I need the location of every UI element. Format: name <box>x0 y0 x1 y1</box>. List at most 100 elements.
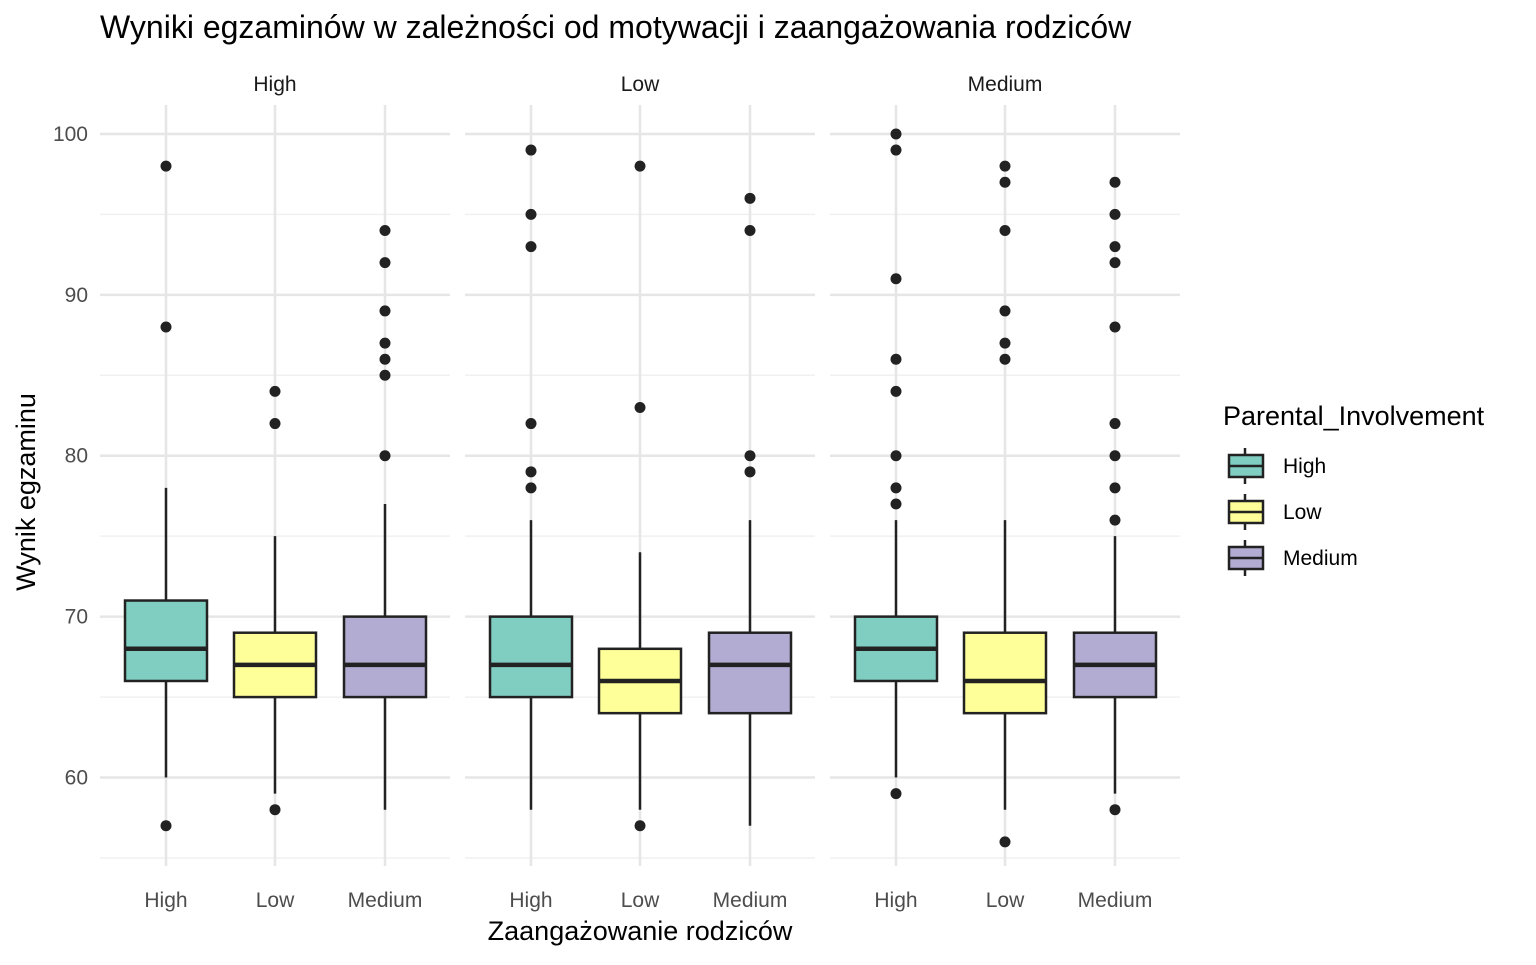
outlier-point <box>269 385 281 397</box>
outlier-point <box>379 369 391 381</box>
x-tick-label: High <box>874 889 917 912</box>
x-tick-label: Low <box>986 889 1025 912</box>
outlier-point <box>1109 176 1121 188</box>
x-tick-label: High <box>144 889 187 912</box>
facet-strip-label: Low <box>621 73 660 96</box>
outlier-point <box>525 418 537 430</box>
outlier-point <box>890 498 902 510</box>
y-axis-title: Wynik egzaminu <box>11 393 41 591</box>
facet-panel: High High Low Medium <box>100 73 450 912</box>
facet-strip-label: High <box>253 73 296 96</box>
outlier-point <box>379 257 391 269</box>
outlier-point <box>525 466 537 478</box>
outlier-point <box>999 836 1011 848</box>
chart-title: Wyniki egzaminów w zależności od motywac… <box>100 9 1132 45</box>
outlier-point <box>744 192 756 204</box>
y-tick-label: 90 <box>65 284 88 307</box>
outlier-point <box>634 820 646 832</box>
legend-label: Medium <box>1283 547 1358 570</box>
x-tick-label: Low <box>256 889 295 912</box>
outlier-point <box>999 353 1011 365</box>
box-low <box>232 385 318 816</box>
outlier-point <box>999 337 1011 349</box>
outlier-point <box>379 353 391 365</box>
outlier-point <box>890 450 902 462</box>
outlier-point <box>890 788 902 800</box>
outlier-point <box>160 160 172 172</box>
outlier-point <box>744 466 756 478</box>
box-body <box>488 615 574 699</box>
outlier-point <box>525 241 537 253</box>
outlier-point <box>1109 241 1121 253</box>
outlier-point <box>890 144 902 156</box>
outlier-point <box>890 273 902 285</box>
outlier-point <box>999 305 1011 317</box>
box-high <box>853 128 939 800</box>
box-high <box>488 144 574 810</box>
legend-label: Low <box>1283 501 1322 524</box>
box-low <box>962 160 1048 848</box>
x-tick-label: Medium <box>1078 889 1153 912</box>
outlier-point <box>1109 257 1121 269</box>
outlier-point <box>1109 418 1121 430</box>
outlier-point <box>160 820 172 832</box>
outlier-point <box>160 321 172 333</box>
outlier-point <box>1109 804 1121 816</box>
legend-label: High <box>1283 455 1326 478</box>
outlier-point <box>525 144 537 156</box>
outlier-point <box>744 224 756 236</box>
box-body <box>342 615 428 699</box>
y-tick-label: 70 <box>65 606 88 629</box>
legend-key-medium <box>1227 540 1265 576</box>
outlier-point <box>525 482 537 494</box>
box-high <box>123 160 209 832</box>
box-body <box>707 631 793 715</box>
outlier-point <box>1109 450 1121 462</box>
legend-key-high <box>1227 448 1265 484</box>
outlier-point <box>379 337 391 349</box>
box-medium <box>342 224 428 810</box>
box-medium <box>1072 176 1158 816</box>
outlier-point <box>379 224 391 236</box>
outlier-point <box>744 450 756 462</box>
outlier-point <box>269 418 281 430</box>
x-tick-label: High <box>509 889 552 912</box>
facet-panel: Medium High Low Medium <box>830 73 1180 912</box>
outlier-point <box>1109 514 1121 526</box>
box-body <box>123 599 209 683</box>
legend-key-low <box>1227 494 1265 530</box>
outlier-point <box>379 305 391 317</box>
outlier-point <box>999 176 1011 188</box>
outlier-point <box>890 128 902 140</box>
outlier-point <box>999 160 1011 172</box>
legend: Parental_Involvement High Low Medium <box>1223 401 1485 576</box>
outlier-point <box>379 450 391 462</box>
outlier-point <box>1109 482 1121 494</box>
x-axis-title: Zaangażowanie rodziców <box>488 916 793 946</box>
outlier-point <box>1109 321 1121 333</box>
outlier-point <box>890 482 902 494</box>
x-tick-label: Medium <box>713 889 788 912</box>
outlier-point <box>999 224 1011 236</box>
outlier-point <box>1109 208 1121 220</box>
outlier-point <box>269 804 281 816</box>
box-body <box>962 631 1048 715</box>
box-low <box>597 160 683 832</box>
outlier-point <box>525 208 537 220</box>
box-medium <box>707 192 793 826</box>
x-tick-label: Medium <box>348 889 423 912</box>
legend-title: Parental_Involvement <box>1223 401 1485 431</box>
facet-strip-label: Medium <box>968 73 1043 96</box>
y-tick-label: 100 <box>53 123 88 146</box>
outlier-point <box>890 353 902 365</box>
outlier-point <box>634 401 646 413</box>
facet-panel: Low High Low Medium <box>465 73 815 912</box>
y-tick-label: 80 <box>65 445 88 468</box>
x-tick-label: Low <box>621 889 660 912</box>
outlier-point <box>890 385 902 397</box>
outlier-point <box>634 160 646 172</box>
y-tick-label: 60 <box>65 767 88 790</box>
